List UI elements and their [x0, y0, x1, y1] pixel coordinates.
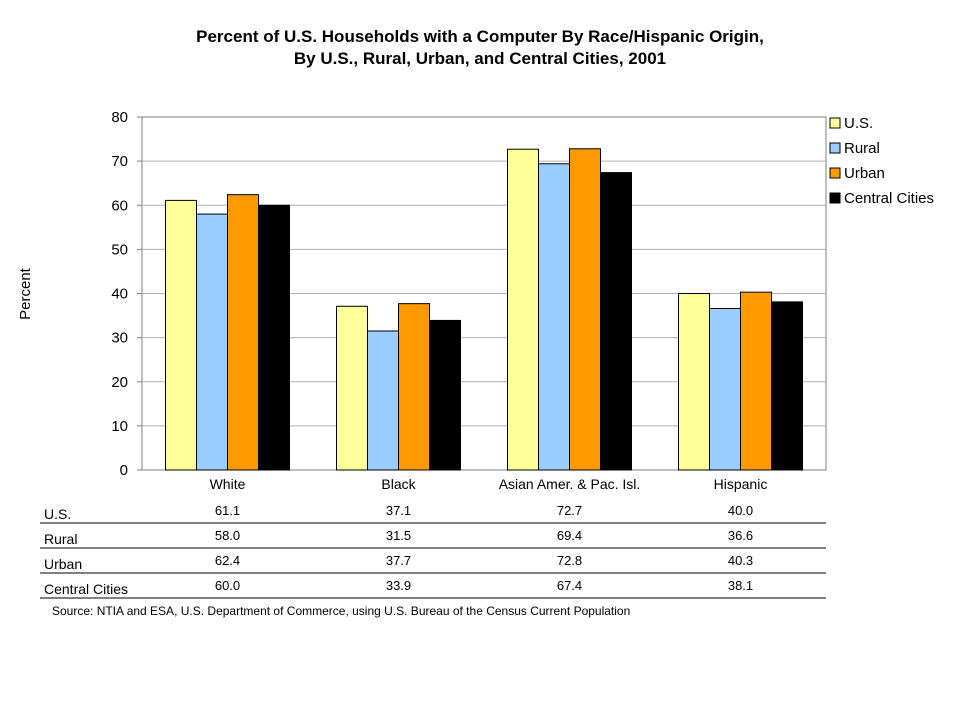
bar-central-cities-0 — [258, 204, 290, 471]
table-cell: 37.7 — [386, 553, 411, 568]
bar-rural-2 — [538, 163, 570, 471]
legend-swatch — [829, 167, 841, 179]
table-cell: 31.5 — [386, 528, 411, 543]
x-category-label: Black — [381, 476, 416, 492]
bar-u-s--3 — [678, 293, 710, 471]
bar-rural-3 — [709, 308, 741, 471]
table-row-label: Urban — [44, 556, 82, 572]
table-cell: 36.6 — [728, 528, 753, 543]
legend-label: U.S. — [844, 115, 873, 132]
table-cell: 33.9 — [386, 578, 411, 593]
table-cell: 60.0 — [215, 578, 240, 593]
bar-urban-3 — [740, 291, 772, 471]
table-cell: 69.4 — [557, 528, 582, 543]
y-tick-label: 70 — [111, 153, 128, 170]
table-cell: 67.4 — [557, 578, 582, 593]
table-cell: 40.0 — [728, 503, 753, 518]
x-category-label: White — [210, 476, 246, 492]
y-tick-label: 0 — [120, 462, 128, 479]
y-tick-label: 40 — [111, 286, 128, 303]
bar-urban-1 — [398, 303, 430, 471]
legend-swatch — [829, 142, 841, 154]
y-tick-label: 80 — [111, 109, 128, 126]
y-tick-label: 20 — [111, 374, 128, 391]
table-cell: 62.4 — [215, 553, 240, 568]
bar-u-s--2 — [507, 148, 539, 471]
source-note: Source: NTIA and ESA, U.S. Department of… — [52, 604, 631, 618]
table-cell: 72.7 — [557, 503, 582, 518]
bar-central-cities-1 — [429, 319, 461, 471]
y-tick-label: 50 — [111, 241, 128, 258]
chart-title: Percent of U.S. Households with a Comput… — [196, 27, 764, 46]
y-axis-label: Percent — [17, 267, 34, 320]
legend-label: Central Cities — [844, 190, 934, 207]
x-category-label: Asian Amer. & Pac. Isl. — [499, 476, 641, 492]
legend-label: Urban — [844, 165, 885, 182]
table-row-label: U.S. — [44, 506, 71, 522]
bar-rural-0 — [196, 213, 228, 471]
y-tick-label: 60 — [111, 197, 128, 214]
table-row-label: Rural — [44, 531, 77, 547]
legend-swatch — [829, 192, 841, 204]
chart-title-block: Percent of U.S. Households with a Comput… — [0, 26, 960, 70]
bar-rural-1 — [367, 330, 399, 471]
table-cell: 72.8 — [557, 553, 582, 568]
bar-central-cities-3 — [771, 301, 803, 471]
y-axis-ticks: 0 10 20 30 40 50 60 70 80 — [111, 109, 128, 479]
y-tick-label: 10 — [111, 418, 128, 435]
x-category-label: Hispanic — [714, 476, 768, 492]
table-row-label: Central Cities — [44, 581, 128, 597]
table-cell: 40.3 — [728, 553, 753, 568]
bar-u-s--0 — [165, 199, 197, 471]
bar-u-s--1 — [336, 305, 368, 471]
table-cell: 37.1 — [386, 503, 411, 518]
legend-swatch — [829, 117, 841, 129]
x-axis-categories: White Black Asian Amer. & Pac. Isl. Hispani… — [210, 476, 768, 492]
data-table: U.S. 61.1 37.1 72.7 40.0 Rural 58.0 31.5 69.4 36.… — [40, 503, 826, 599]
table-cell: 61.1 — [215, 503, 240, 518]
y-tick-label: 30 — [111, 330, 128, 347]
legend: U.S. Rural Urban Central Cities — [829, 115, 934, 207]
bar-central-cities-2 — [600, 172, 632, 471]
bars — [165, 148, 803, 471]
legend-label: Rural — [844, 140, 880, 157]
table-cell: 38.1 — [728, 578, 753, 593]
chart-subtitle: By U.S., Rural, Urban, and Central Citie… — [293, 49, 667, 68]
table-cell: 58.0 — [215, 528, 240, 543]
bar-urban-2 — [569, 148, 601, 471]
bar-urban-0 — [227, 194, 259, 471]
